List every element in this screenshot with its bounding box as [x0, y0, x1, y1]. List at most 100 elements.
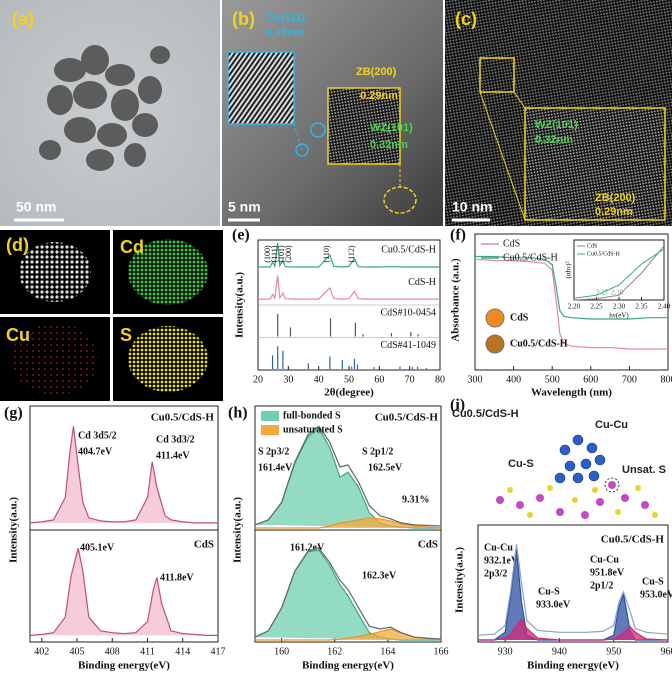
- inset: [227, 51, 295, 125]
- x-tick-label: 70: [405, 374, 415, 385]
- series-label: CdS-H: [408, 277, 436, 288]
- annotation: 0.32nm: [535, 134, 573, 146]
- scale-bar-label: 10 nm: [452, 199, 492, 215]
- legend-label: full-bonded S: [283, 410, 341, 421]
- annotation: Cd 3d5/2: [78, 430, 117, 441]
- peak-label: (100): [263, 245, 272, 263]
- x-tick-label: 417: [211, 646, 226, 657]
- marker: [310, 122, 326, 138]
- inset-frame: [573, 239, 665, 301]
- x-tick-label: 411: [140, 646, 155, 657]
- panel-label: (i): [450, 397, 465, 414]
- cu-cluster: [554, 434, 606, 484]
- x-tick-label: 414: [175, 646, 190, 657]
- x-tick-label: 2.25: [590, 303, 603, 311]
- panel-c: (c) WZ(101) 0.32nm ZB(200) 0.29nm 10 nm: [445, 0, 672, 226]
- x-tick-label: 960: [661, 646, 672, 657]
- x-axis-label: Wavelength (nm): [531, 387, 612, 399]
- annotation: Cu-S: [538, 586, 560, 597]
- annotation: ZB(200): [356, 66, 397, 78]
- annotation: 411.4eV: [156, 450, 190, 461]
- annotation: 162.3eV: [362, 570, 397, 581]
- annotation: WZ(101): [535, 119, 578, 131]
- annotation: Cd 3d3/2: [156, 434, 195, 445]
- x-tick-label: 80: [435, 374, 445, 385]
- atoms: [496, 481, 649, 519]
- marker: [604, 477, 620, 493]
- annotation: 2.27: [596, 289, 609, 297]
- x-tick-label: 40: [314, 374, 324, 385]
- structure-label: Cu-S: [508, 458, 534, 470]
- annotation: 2p3/2: [484, 568, 507, 579]
- y-axis-label: Intensity(a.u.): [232, 497, 244, 563]
- structure: Cu0.5/CdS-H Cu-Cu Cu-S Unsat. S: [452, 408, 666, 519]
- annotation: 953.0eV: [640, 589, 672, 600]
- annotation: 162.5eV: [368, 462, 403, 473]
- annotation: Cu-Cu: [590, 554, 619, 565]
- sample-label: Cu0.5/CdS-H: [151, 412, 215, 424]
- x-tick-label: 940: [552, 646, 567, 657]
- panel-label: (h): [228, 405, 248, 422]
- plot-frame: [29, 529, 219, 643]
- plot-frame: [474, 233, 669, 371]
- x-tick-label: 2.20: [568, 303, 581, 311]
- y-axis-label: Intensity(a.u.): [234, 272, 246, 338]
- x-tick-label: 20: [253, 374, 263, 385]
- reference-label: CdS#41-1049: [380, 340, 436, 351]
- legend-label: Cu0.5/CdS-H: [587, 251, 621, 257]
- connector: [293, 123, 303, 151]
- x-axis-label: Binding energy(eV): [527, 660, 619, 672]
- x-tick-label: 405: [70, 646, 85, 657]
- annotation: 404.7eV: [78, 446, 113, 457]
- annotation: 0.29nm: [360, 90, 398, 102]
- panel-label: (d): [6, 235, 29, 255]
- legend-label: CdS: [587, 243, 597, 249]
- x-tick-label: 2.30: [613, 303, 626, 311]
- peak-label: (111): [270, 245, 279, 262]
- series-line: [255, 517, 442, 529]
- y-axis-label: Intensity(a.u.): [454, 547, 466, 613]
- series-line: [477, 544, 669, 636]
- annotation: 9.31%: [402, 494, 430, 505]
- x-tick-label: 50: [344, 374, 354, 385]
- annotation: 2.30: [611, 289, 624, 297]
- series-line: [478, 617, 669, 641]
- plot-frame: [254, 529, 442, 643]
- photo-label: Cu0.5/CdS-H: [510, 338, 568, 349]
- panel-label: (b): [232, 9, 255, 29]
- series-line: [573, 248, 665, 299]
- x-tick-label: 2.35: [635, 303, 648, 311]
- annotation: Cu-S: [642, 576, 664, 587]
- structure-sample: Cu0.5/CdS-H: [452, 408, 519, 420]
- haadf-map: [19, 242, 91, 302]
- x-tick-label: 2.40: [658, 303, 671, 311]
- x-tick-label: 166: [434, 646, 449, 657]
- legend-label: CdS: [503, 238, 520, 249]
- x-tick-label: 408: [105, 646, 120, 657]
- x-axis-label: 2θ(degree): [324, 387, 374, 399]
- atoms: [507, 485, 658, 518]
- x-tick-label: 60: [374, 374, 384, 385]
- panel-a: (a) 50 nm: [0, 0, 220, 226]
- x-tick-label: 300: [468, 374, 483, 385]
- peak-label: (110): [322, 245, 331, 262]
- annotation: 932.1eV: [484, 555, 519, 566]
- y-axis-label: (αhν)²: [565, 261, 573, 278]
- series-line: [258, 275, 440, 301]
- peak-label: (101): [277, 245, 286, 263]
- x-tick-label: 160: [274, 646, 289, 657]
- series-label: Cu0.5/CdS-H: [381, 244, 436, 255]
- panel-d: (d) Cd Cu S: [0, 230, 223, 401]
- panel-label: (c): [455, 9, 477, 29]
- x-tick-label: 500: [545, 374, 560, 385]
- annotation: 933.0eV: [536, 599, 571, 610]
- peak-label: (200): [284, 245, 293, 263]
- annotation: WZ(101): [370, 122, 413, 134]
- scale-bar-label: 50 nm: [16, 199, 56, 215]
- x-tick-label: 600: [583, 374, 598, 385]
- cu-map: [11, 323, 99, 395]
- y-axis-label: Absorbance (a.u.): [450, 258, 462, 342]
- panel-label: (f): [450, 227, 466, 244]
- roi: [479, 57, 515, 93]
- legend-label: unsaturated S: [283, 424, 343, 435]
